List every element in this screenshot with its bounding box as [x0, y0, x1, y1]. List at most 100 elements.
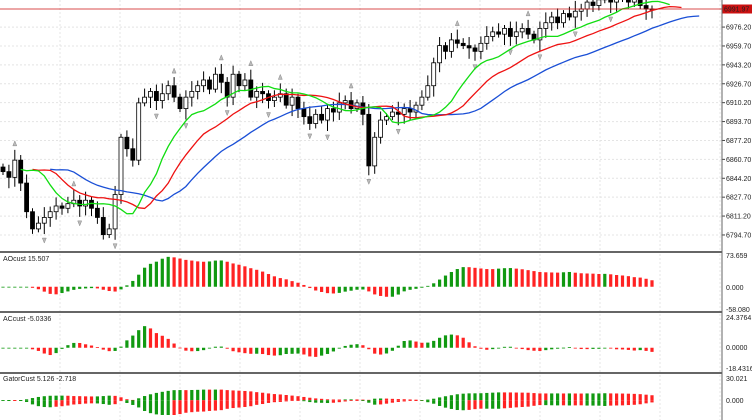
gator-upper-bar	[95, 396, 99, 401]
gator-upper-bar	[290, 395, 294, 401]
ao-bar	[308, 286, 312, 289]
ac-bar	[266, 347, 271, 356]
fractal-up-icon	[277, 73, 283, 80]
gator-upper-bar	[361, 399, 365, 401]
gator-lower-bar	[615, 400, 619, 406]
gator-lower-bar	[308, 400, 312, 403]
ac-bar	[243, 347, 247, 354]
ac-bar	[343, 345, 347, 348]
ac-bar	[19, 347, 23, 349]
gator-lower-bar	[42, 400, 46, 408]
candle	[12, 159, 18, 178]
gator-upper-bar	[42, 396, 46, 401]
gator-lower-bar	[325, 400, 330, 404]
candle	[643, 5, 649, 10]
ac-bar	[166, 338, 170, 348]
ac-bar	[497, 347, 501, 349]
ao-bar	[373, 286, 377, 295]
fractal-up-icon	[12, 140, 18, 147]
ac-bar	[544, 347, 548, 351]
ac-bar	[143, 326, 147, 348]
candle	[83, 199, 88, 207]
ao-bar	[160, 258, 164, 287]
gator-lower-bar	[290, 400, 294, 402]
ac-bar	[550, 347, 554, 350]
candle	[254, 91, 260, 98]
ao-bar	[148, 263, 153, 287]
ac-bar	[567, 347, 571, 348]
gator-upper-bar	[243, 390, 247, 401]
gator-upper-bar	[502, 392, 507, 401]
gator-upper-bar	[455, 394, 459, 401]
ac-bar	[42, 347, 46, 354]
ac-bar	[449, 334, 453, 348]
candle	[130, 148, 136, 161]
gator-upper-bar	[443, 396, 448, 401]
oscillator-axis-label: -58.080	[726, 307, 750, 314]
ao-bar	[255, 269, 259, 287]
ac-bar	[408, 340, 412, 348]
candle	[637, 0, 643, 6]
fractal-up-icon	[454, 19, 460, 26]
gator-lower-bar	[331, 400, 335, 403]
gator-upper-bar	[255, 392, 259, 401]
ao-bar	[561, 272, 566, 287]
gator-upper-bar	[626, 393, 630, 401]
ao-bar	[243, 266, 247, 287]
gator-lower-bar	[361, 400, 365, 402]
ac-bar	[219, 346, 223, 348]
ao-bar	[213, 260, 217, 287]
gator-lower-bar	[266, 400, 271, 403]
ac-bar	[514, 347, 518, 349]
gator-lower-bar	[597, 400, 601, 406]
price-tick-label: 6926.70	[726, 81, 751, 88]
gator-lower-bar	[390, 400, 394, 403]
gator-lower-bar	[125, 400, 129, 403]
ac-bar	[290, 347, 294, 354]
gator-upper-bar	[166, 390, 170, 401]
gator-lower-bar	[66, 400, 70, 406]
candle	[153, 91, 159, 102]
gator-lower-bar	[213, 400, 217, 411]
gator-upper-bar	[461, 393, 465, 401]
ac-bar	[1, 347, 5, 349]
candle	[407, 108, 413, 113]
candle	[631, 0, 637, 3]
candle	[236, 73, 242, 87]
ac-bar	[320, 347, 324, 356]
gator-upper-bar	[426, 399, 430, 401]
ac-bar	[190, 347, 194, 352]
ac-bar	[272, 347, 276, 356]
gator-upper-bar	[266, 393, 271, 401]
candle	[507, 28, 513, 37]
gator-upper-bar	[320, 398, 324, 401]
ao-bar	[66, 286, 70, 292]
ao-bar	[544, 272, 548, 287]
candle	[41, 217, 47, 224]
gator-upper-bar	[60, 395, 64, 401]
candle	[177, 96, 183, 110]
gator-lower-bar	[154, 400, 158, 415]
gator-upper-bar	[432, 398, 436, 401]
ac-bar	[508, 346, 512, 348]
gator-upper-bar	[579, 393, 583, 401]
gator-upper-bar	[603, 393, 607, 401]
fractal-down-icon	[537, 54, 543, 61]
gator-upper-bar	[396, 399, 400, 401]
gator-lower-bar	[561, 400, 566, 406]
ao-bar	[491, 269, 495, 287]
candle	[36, 222, 41, 230]
ao-bar	[131, 280, 135, 287]
gator-lower-bar	[644, 400, 648, 404]
ao-bar	[349, 286, 353, 291]
ac-bar	[461, 337, 465, 348]
fractal-down-icon	[572, 31, 578, 38]
ao-bar	[284, 279, 288, 287]
candle	[77, 199, 83, 207]
candle	[106, 228, 112, 236]
gator-lower-bar	[343, 400, 347, 402]
gator-lower-bar	[30, 400, 35, 405]
ac-bar	[255, 347, 259, 354]
